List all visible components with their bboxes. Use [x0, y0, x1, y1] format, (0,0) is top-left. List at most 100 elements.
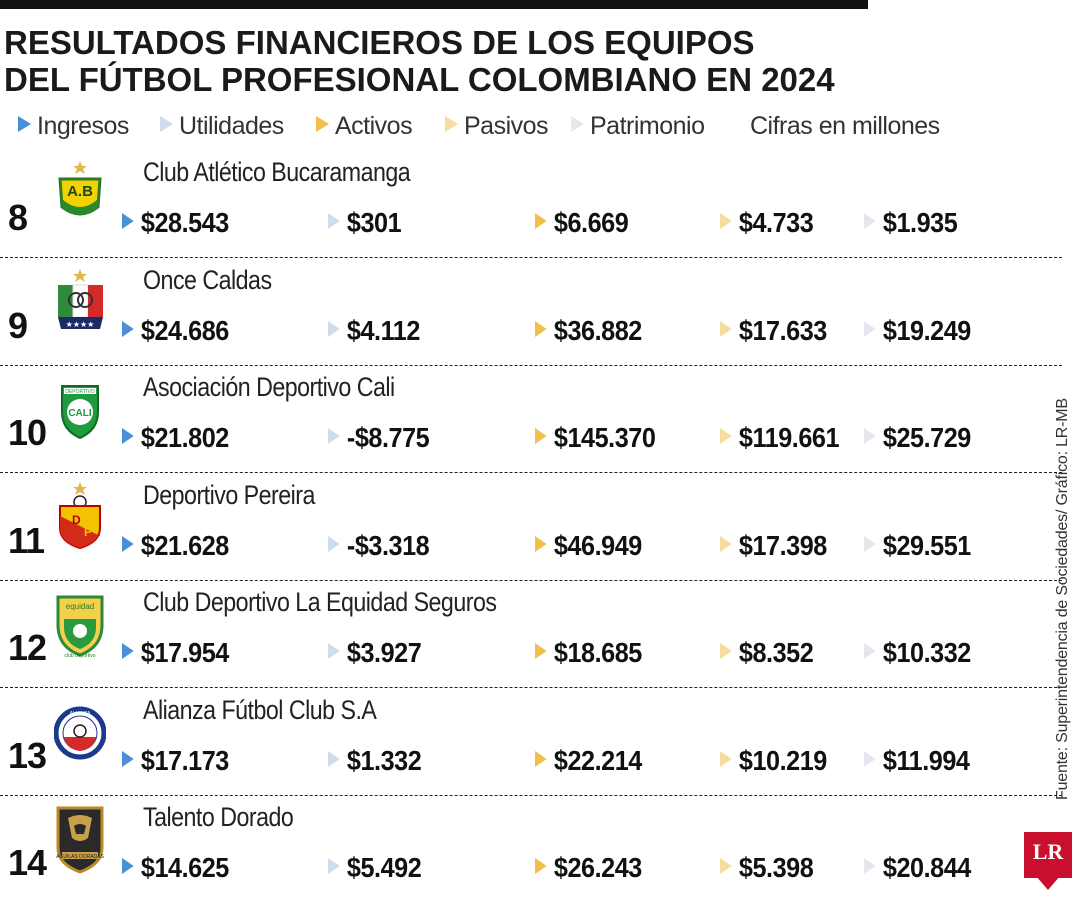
legend: Ingresos Utilidades Activos Pasivos Patr… [0, 112, 960, 142]
triangle-icon [445, 116, 458, 132]
value-text: $36.882 [553, 314, 642, 346]
triangle-icon [122, 320, 134, 337]
value-patrimonio: $1.935 [864, 207, 958, 239]
triangle-icon [122, 535, 134, 552]
value-text: $28.543 [140, 207, 229, 238]
legend-item-ingresos: Ingresos [18, 112, 129, 141]
svg-text:AGUILAS DORADAS: AGUILAS DORADAS [56, 854, 104, 860]
value-text: $5.492 [346, 852, 422, 883]
value-text: $4.733 [738, 207, 814, 238]
value-activos: $36.882 [535, 315, 642, 347]
svg-text:A.B: A.B [67, 183, 93, 200]
triangle-icon [864, 320, 876, 337]
svg-text:D: D [72, 513, 81, 527]
legend-label: Activos [335, 112, 413, 140]
value-pasivos: $17.633 [720, 315, 827, 347]
svg-text:club deportivo: club deportivo [64, 653, 95, 659]
value-text: $46.949 [553, 529, 642, 561]
team-name: Once Caldas [143, 264, 272, 295]
value-text: $14.625 [140, 852, 229, 883]
value-ingresos: $21.628 [122, 530, 229, 562]
triangle-icon [18, 116, 31, 132]
value-text: $10.332 [882, 637, 971, 668]
value-activos: $18.685 [535, 637, 642, 669]
value-activos: $26.243 [535, 852, 642, 884]
triangle-icon [122, 213, 134, 229]
legend-item-pasivos: Pasivos [445, 112, 549, 141]
team-row: 9 ★★★★ Once Caldas $24.686 $4.112 $36.882 $17.… [0, 259, 1062, 366]
triangle-icon [720, 643, 732, 659]
team-name: Asociación Deportivo Cali [143, 372, 395, 402]
value-ingresos: $14.625 [122, 852, 229, 884]
row-divider [0, 257, 1062, 258]
value-text: $26.243 [553, 852, 642, 883]
team-rank: 14 [8, 842, 47, 883]
svg-text:DEPORTIVO: DEPORTIVO [65, 389, 94, 395]
value-ingresos: $21.802 [122, 422, 229, 454]
team-name: Alianza Fútbol Club S.A [143, 694, 377, 725]
value-text: $6.669 [553, 207, 629, 238]
value-text: $4.112 [346, 314, 420, 346]
value-text: $17.633 [738, 314, 827, 346]
row-divider [0, 364, 1062, 366]
team-name: Club Atlético Bucaramanga [143, 157, 411, 187]
team-rank: 11 [8, 519, 45, 561]
title-line-2: DEL FÚTBOL PROFESIONAL COLOMBIANO EN 202… [4, 61, 835, 98]
team-name: Club Deportivo La Equidad Seguros [143, 587, 497, 617]
legend-item-patrimonio: Patrimonio [571, 112, 705, 141]
value-ingresos: $17.173 [122, 745, 229, 777]
value-utilidades: $3.927 [328, 637, 422, 669]
value-utilidades: -$3.318 [328, 529, 430, 562]
lr-logo: LR [1024, 832, 1072, 878]
value-text: $24.686 [140, 314, 229, 346]
team-rank: 9 [8, 304, 28, 346]
value-text: $1.332 [346, 744, 422, 776]
triangle-icon [720, 428, 732, 444]
row-divider [0, 579, 1062, 581]
value-text: $119.661 [738, 422, 840, 453]
alianza-logo: ALIANZA [53, 697, 107, 767]
deportivo-cali-logo: DEPORTIVO CALI [54, 374, 106, 444]
value-text: -$3.318 [346, 529, 430, 561]
la-equidad-logo: equidad club deportivo [54, 589, 106, 659]
team-row: 13 ALIANZA Alianza Fútbol Club S.A $17.173 $… [0, 689, 1062, 796]
team-rank: 8 [8, 197, 28, 238]
svg-text:ALIANZA: ALIANZA [70, 711, 92, 717]
legend-label: Ingresos [37, 112, 129, 140]
value-text: $301 [346, 207, 402, 238]
value-text: $29.551 [882, 529, 971, 561]
team-row: 8 A.B Club Atlético Bucaramanga $28.543 $301… [0, 151, 1062, 258]
value-activos: $46.949 [535, 530, 642, 562]
value-text: $17.954 [140, 637, 229, 668]
triangle-icon [160, 116, 173, 132]
value-activos: $145.370 [535, 422, 656, 454]
triangle-icon [122, 428, 134, 444]
triangle-icon [720, 535, 732, 552]
value-text: $17.173 [140, 744, 229, 776]
value-patrimonio: $19.249 [864, 315, 971, 347]
triangle-icon [571, 116, 584, 132]
svg-text:equidad: equidad [66, 602, 94, 611]
team-rank: 10 [8, 412, 47, 453]
value-pasivos: $8.352 [720, 637, 814, 669]
value-text: $20.844 [882, 852, 971, 883]
triangle-icon [535, 320, 547, 337]
triangle-icon [122, 858, 134, 874]
value-activos: $22.214 [535, 745, 642, 777]
source-credit: Fuente: Superintendencia de Sociedades/ … [1054, 398, 1071, 800]
team-name: Talento Dorado [143, 802, 294, 832]
team-row: 12 equidad club deportivo Club Deportivo La… [0, 581, 1062, 688]
value-patrimonio: $20.844 [864, 852, 971, 884]
value-pasivos: $10.219 [720, 745, 827, 777]
value-text: $21.628 [140, 529, 229, 561]
value-pasivos: $5.398 [720, 852, 814, 884]
triangle-icon [720, 750, 732, 767]
triangle-icon [864, 428, 876, 444]
value-text: $8.352 [738, 637, 814, 668]
value-text: $22.214 [553, 744, 642, 776]
value-text: $17.398 [738, 529, 827, 561]
triangle-icon [864, 535, 876, 552]
triangle-icon [316, 116, 329, 132]
legend-label: Patrimonio [590, 112, 705, 140]
svg-text:★★★★: ★★★★ [66, 320, 95, 329]
